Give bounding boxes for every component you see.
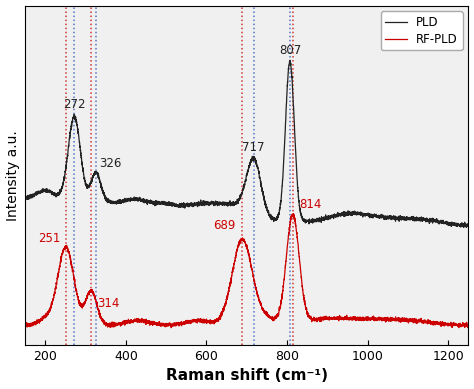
Text: 814: 814 — [299, 198, 321, 212]
Y-axis label: Intensity a.u.: Intensity a.u. — [6, 130, 19, 221]
RF-PLD — [345, 317, 350, 321]
PLD — [22, 194, 28, 198]
PLD — [233, 201, 238, 206]
PLD — [452, 221, 458, 226]
X-axis label: Raman shift (cm⁻¹): Raman shift (cm⁻¹) — [166, 368, 328, 384]
PLD — [461, 225, 466, 230]
Text: 807: 807 — [279, 44, 301, 56]
Text: 251: 251 — [38, 231, 61, 245]
Text: 272: 272 — [63, 98, 85, 110]
Line: PLD: PLD — [25, 60, 468, 228]
Legend: PLD, RF-PLD: PLD, RF-PLD — [381, 11, 463, 51]
Text: 326: 326 — [99, 158, 122, 170]
Text: 717: 717 — [242, 140, 265, 154]
PLD — [209, 201, 214, 206]
RF-PLD — [168, 325, 174, 330]
RF-PLD — [22, 322, 28, 327]
Text: 689: 689 — [213, 219, 236, 232]
RF-PLD — [430, 320, 436, 324]
PLD — [465, 223, 471, 227]
PLD — [345, 211, 350, 216]
PLD — [430, 218, 436, 223]
Text: 314: 314 — [98, 297, 120, 310]
RF-PLD — [291, 211, 296, 216]
RF-PLD — [452, 321, 458, 326]
PLD — [212, 201, 218, 205]
RF-PLD — [212, 317, 218, 322]
RF-PLD — [233, 253, 239, 258]
Line: RF-PLD: RF-PLD — [25, 214, 468, 328]
PLD — [287, 58, 293, 63]
RF-PLD — [465, 322, 471, 327]
RF-PLD — [209, 319, 214, 324]
